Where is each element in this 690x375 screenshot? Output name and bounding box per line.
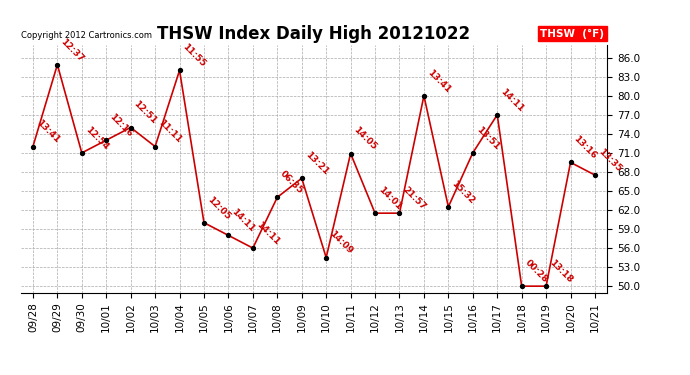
Point <box>418 93 429 99</box>
Point <box>540 283 551 289</box>
Point <box>492 112 503 118</box>
Title: THSW Index Daily High 20121022: THSW Index Daily High 20121022 <box>157 26 471 44</box>
Point <box>28 144 39 150</box>
Text: 15:32: 15:32 <box>450 179 476 206</box>
Point <box>125 124 136 130</box>
Point <box>199 220 210 226</box>
Text: 13:16: 13:16 <box>572 134 598 161</box>
Text: 14:01: 14:01 <box>377 185 403 212</box>
Text: 12:37: 12:37 <box>59 37 86 63</box>
Text: 12:51: 12:51 <box>132 99 159 126</box>
Text: 14:09: 14:09 <box>328 230 354 256</box>
Text: 12:16: 12:16 <box>108 112 135 139</box>
Point <box>467 150 478 156</box>
Point <box>272 194 283 200</box>
Text: 06:35: 06:35 <box>279 170 305 196</box>
Text: 21:57: 21:57 <box>401 185 428 212</box>
Point <box>77 150 88 156</box>
Text: 14:11: 14:11 <box>499 87 525 113</box>
Point <box>223 232 234 238</box>
Point <box>52 62 63 68</box>
Text: 13:41: 13:41 <box>34 118 61 145</box>
Point <box>101 137 112 143</box>
Text: 12:05: 12:05 <box>206 195 232 221</box>
Point <box>174 68 185 74</box>
Text: 11:55: 11:55 <box>181 42 208 69</box>
Point <box>589 172 600 178</box>
Point <box>516 283 527 289</box>
Text: 14:11: 14:11 <box>230 207 257 234</box>
Point <box>247 245 258 251</box>
Point <box>345 150 356 156</box>
Point <box>394 210 405 216</box>
Text: 12:54: 12:54 <box>83 125 110 152</box>
Text: Copyright 2012 Cartronics.com: Copyright 2012 Cartronics.com <box>21 31 152 40</box>
Text: 13:51: 13:51 <box>474 125 501 152</box>
Point <box>150 144 161 150</box>
Text: 00:28: 00:28 <box>523 258 549 285</box>
Point <box>370 210 381 216</box>
Text: 13:35: 13:35 <box>596 147 623 174</box>
Text: THSW  (°F): THSW (°F) <box>540 29 604 39</box>
Text: 14:05: 14:05 <box>352 126 379 152</box>
Text: 13:18: 13:18 <box>547 258 574 285</box>
Text: 14:11: 14:11 <box>254 220 281 247</box>
Text: 11:11: 11:11 <box>157 118 183 145</box>
Text: 13:41: 13:41 <box>425 68 452 94</box>
Point <box>443 204 454 210</box>
Text: 13:21: 13:21 <box>303 150 330 177</box>
Point <box>565 159 576 165</box>
Point <box>296 175 307 181</box>
Point <box>321 255 332 261</box>
